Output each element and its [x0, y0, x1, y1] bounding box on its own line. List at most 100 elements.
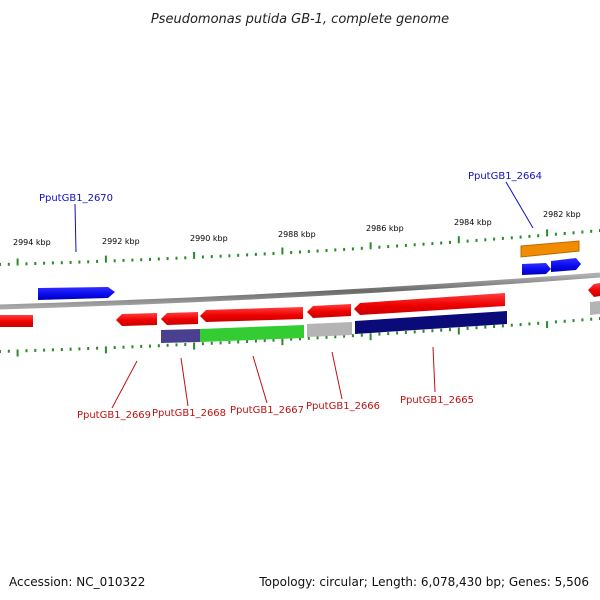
minor-tick [175, 343, 178, 347]
tick-label: 2988 kbp [278, 230, 316, 239]
major-tick [193, 251, 196, 259]
genome-backbone [0, 272, 600, 310]
minor-tick [201, 255, 204, 259]
minor-tick [510, 323, 513, 327]
minor-tick [466, 239, 469, 243]
tick-labels: 2994 kbp 2992 kbp 2990 kbp 2988 kbp 2986… [13, 210, 581, 247]
minor-tick [140, 344, 143, 348]
minor-tick [343, 247, 346, 251]
minor-tick [7, 262, 10, 266]
major-tick [104, 346, 107, 354]
gene-pputgb1-2669[interactable] [116, 313, 157, 326]
minor-tick [590, 317, 593, 321]
minor-tick [528, 322, 531, 326]
minor-tick [246, 253, 249, 257]
cog-bar-pputgb1-2667[interactable] [200, 325, 304, 342]
minor-tick [519, 323, 522, 327]
forward-strand [38, 240, 581, 300]
minor-tick [396, 331, 399, 335]
minor-tick [501, 324, 504, 328]
minor-tick [307, 250, 310, 253]
gene-label-pputgb1-2667[interactable]: PputGB1_2667 [230, 405, 304, 416]
minor-tick [581, 230, 584, 234]
gene-label-pputgb1-2668[interactable]: PputGB1_2668 [152, 408, 226, 419]
minor-tick [219, 341, 222, 345]
cog-bar-pputgb1-2665[interactable] [355, 311, 507, 334]
minor-tick [537, 321, 540, 325]
minor-tick [537, 234, 540, 238]
minor-tick [272, 252, 275, 255]
minor-tick [157, 257, 160, 261]
leader-lines [74, 181, 534, 409]
cog-bar-edge-right[interactable] [590, 301, 600, 315]
major-tick [16, 349, 19, 357]
gene-label-pputgb1-2666[interactable]: PputGB1_2666 [306, 401, 380, 412]
cog-bar-pputgb1-2666[interactable] [307, 322, 352, 337]
minor-tick [237, 340, 240, 344]
minor-tick [510, 236, 513, 240]
gene-pputgb1-2663[interactable] [551, 258, 581, 272]
minor-tick [78, 260, 81, 264]
gene-pputgb1-2664-cog[interactable] [520, 240, 580, 258]
minor-tick [413, 243, 416, 247]
gene-pputgb1-2668[interactable] [161, 312, 198, 325]
gene-pputgb1-2664[interactable] [522, 263, 551, 275]
minor-tick [475, 238, 478, 242]
major-tick [546, 229, 549, 237]
gene-label-pputgb1-2669[interactable]: PputGB1_2669 [77, 410, 151, 421]
gene-pputgb1-2665[interactable] [354, 293, 505, 315]
genome-summary-text: Topology: circular; Length: 6,078,430 bp… [258, 575, 589, 589]
major-tick [369, 242, 372, 250]
minor-tick [343, 334, 346, 338]
minor-tick [78, 347, 81, 351]
gene-pputgb1-2667[interactable] [200, 307, 303, 322]
gene-pputgb1-2670[interactable] [38, 287, 115, 300]
minor-tick [175, 256, 178, 260]
minor-tick [563, 232, 566, 235]
minor-tick [184, 256, 187, 260]
minor-tick [34, 262, 37, 265]
tick-label: 2992 kbp [102, 237, 140, 246]
lower-tick-track [0, 317, 600, 357]
major-tick [457, 236, 460, 244]
minor-tick [466, 326, 469, 330]
minor-tick [210, 341, 213, 345]
accession-text: Accession: NC_010322 [9, 575, 145, 589]
minor-tick [554, 320, 557, 324]
minor-tick [351, 247, 354, 251]
major-tick [457, 327, 460, 335]
cog-bar-pputgb1-2668[interactable] [161, 329, 200, 343]
minor-tick [413, 330, 416, 334]
gene-edge-left[interactable] [0, 315, 33, 327]
minor-tick [307, 336, 310, 340]
minor-tick [149, 344, 151, 348]
minor-tick [201, 342, 204, 346]
gene-label-pputgb1-2670[interactable]: PputGB1_2670 [39, 193, 113, 204]
gene-pputgb1-2666[interactable] [307, 304, 351, 318]
leader-line-2668 [180, 357, 189, 407]
leader-line-2670 [74, 203, 77, 253]
minor-tick [272, 338, 275, 342]
major-tick [16, 258, 19, 266]
minor-tick [69, 347, 72, 351]
minor-tick [581, 318, 584, 322]
gene-edge-right[interactable] [588, 283, 600, 297]
minor-tick [316, 249, 319, 253]
minor-tick [69, 260, 72, 264]
reverse-strand [0, 283, 600, 327]
gene-label-pputgb1-2665[interactable]: PputGB1_2665 [400, 395, 474, 406]
gene-label-pputgb1-2664[interactable]: PputGB1_2664 [468, 171, 542, 182]
minor-tick [254, 252, 257, 256]
minor-tick [51, 261, 54, 265]
minor-tick [131, 258, 134, 262]
minor-tick [590, 229, 593, 233]
minor-tick [378, 245, 381, 249]
gene-labels: PputGB1_2670 PputGB1_2664 PputGB1_2669 P… [39, 171, 542, 421]
minor-tick [246, 340, 249, 343]
minor-tick [157, 344, 160, 348]
major-tick [281, 247, 284, 255]
leader-line-2666 [331, 351, 343, 400]
minor-tick [493, 237, 496, 241]
minor-tick [404, 331, 407, 334]
